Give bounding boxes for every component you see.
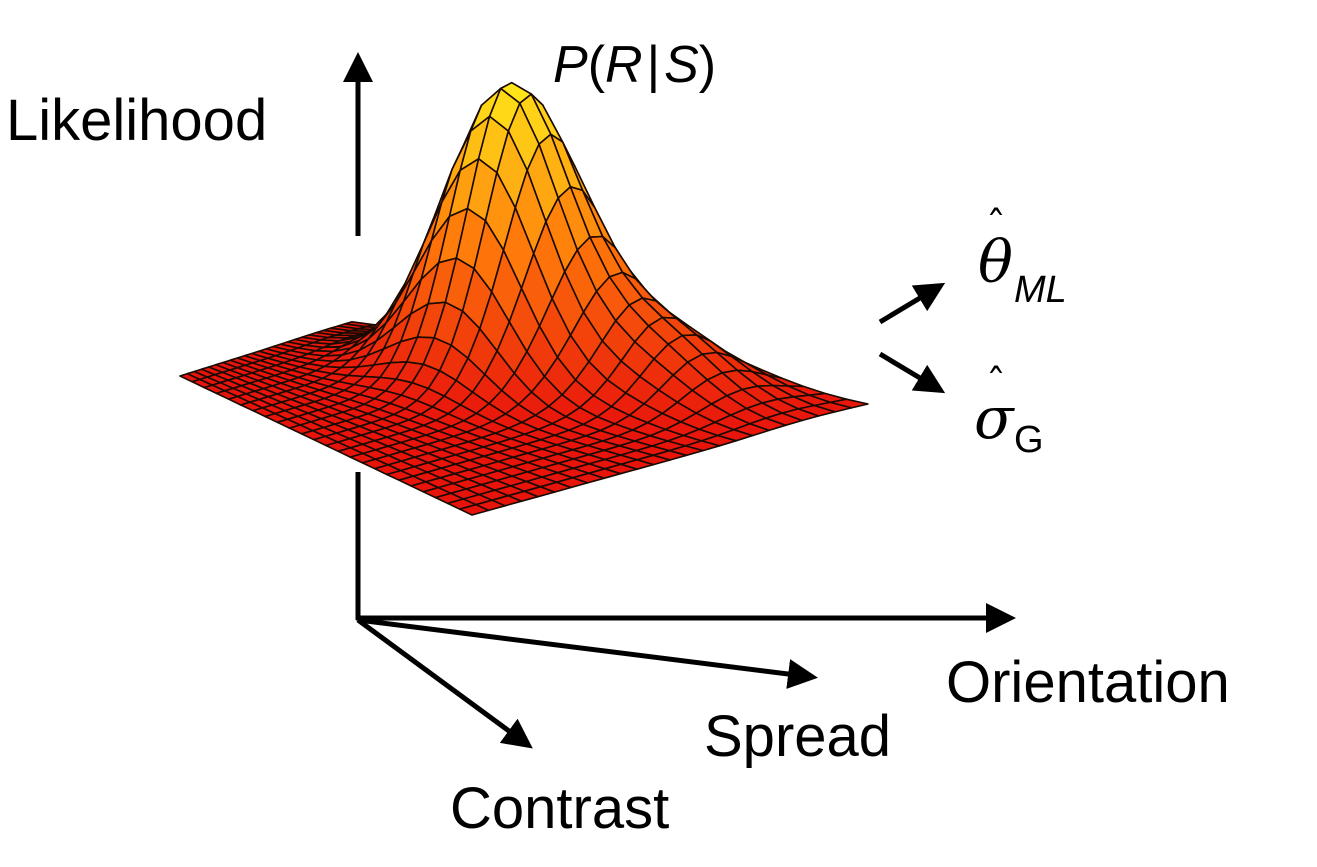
sigma-subscript: G: [1014, 419, 1044, 461]
theta-estimate-arrow: [878, 282, 946, 325]
figure-title: P(R|S): [553, 36, 716, 94]
sigma-estimate-arrow: [878, 351, 946, 394]
sigma-symbol: σ: [974, 384, 1015, 452]
contrast-axis: [356, 617, 533, 749]
orientation-label: Orientation: [946, 650, 1230, 715]
likelihood-surface: [179, 81, 869, 516]
title-given-bar: |: [647, 36, 661, 94]
theta-subscript: ML: [1014, 269, 1067, 311]
title-open-paren: (: [588, 36, 606, 94]
sigma-hat: ˆ: [986, 362, 1006, 408]
title-func: P: [553, 36, 588, 94]
contrast-label: Contrast: [450, 776, 669, 841]
surface-cell: [458, 503, 490, 516]
title-response: R: [605, 36, 643, 94]
theta-hat: ˆ: [986, 204, 1006, 250]
likelihood-label: Likelihood: [6, 88, 267, 153]
theta-symbol: θ: [978, 228, 1013, 296]
spread-axis: [357, 617, 818, 689]
title-stimulus: S: [664, 36, 699, 94]
title-close-paren: ): [699, 36, 716, 94]
spread-label: Spread: [704, 704, 891, 769]
